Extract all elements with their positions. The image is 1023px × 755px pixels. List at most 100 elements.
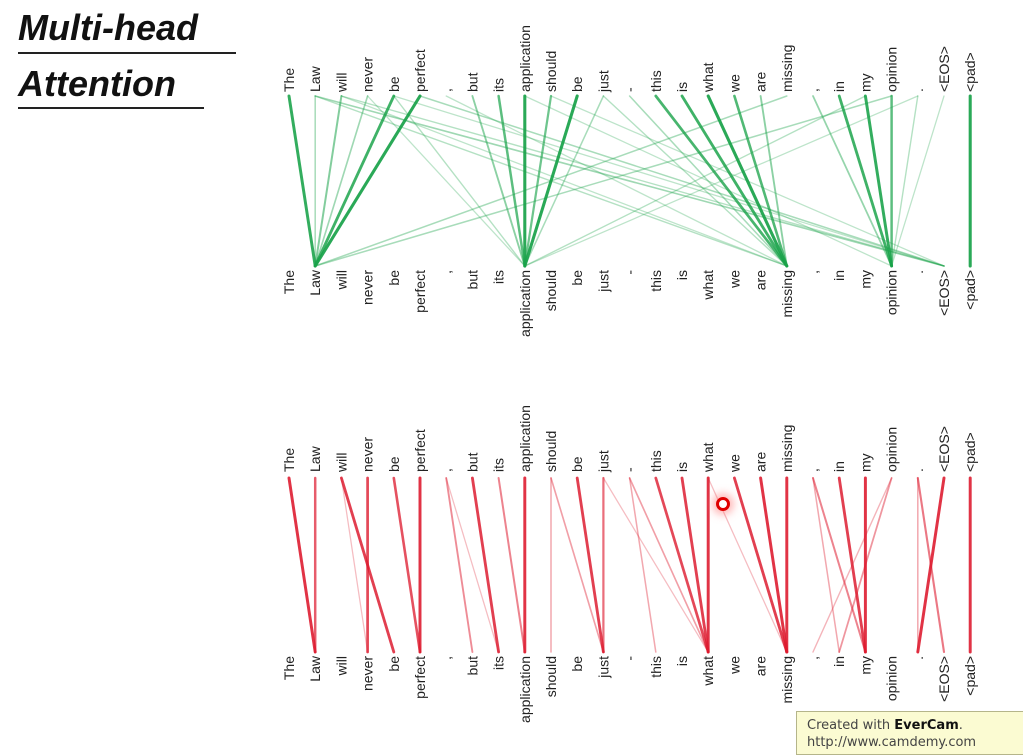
head1-target-token: its: [491, 270, 507, 284]
head1-attention-line: [287, 94, 317, 268]
head1-source-token: in: [831, 81, 847, 92]
head1-attention-line: [314, 95, 788, 267]
head2-attention-line: [680, 476, 710, 654]
title-line-2: Attention: [18, 63, 176, 104]
head1-source-token: but: [464, 72, 480, 92]
head2-target-token: <pad>: [962, 656, 978, 696]
head1-attention-line: [393, 95, 526, 267]
head2-attention-line: [812, 477, 893, 653]
head1-source-token: <pad>: [962, 52, 978, 92]
head1-target-token: Law: [307, 269, 323, 296]
head2-target-token: are: [753, 656, 769, 676]
head2-target-token: opinion: [884, 656, 900, 701]
head1-target-token: be: [569, 270, 585, 286]
head1-attention-line: [314, 95, 893, 267]
head2-attention-line: [392, 476, 422, 654]
head1-attention-line: [863, 94, 894, 268]
head2-source-token: ,: [805, 468, 821, 472]
head1-source-token: is: [674, 82, 690, 92]
head1-attention-line: [524, 95, 919, 267]
head1-attention-line: [524, 95, 605, 267]
head2-target-token: Law: [307, 655, 323, 682]
head1-attention-line: [314, 95, 945, 267]
head2-source-token: but: [464, 452, 480, 472]
head1-attention-line: [654, 94, 789, 268]
head2-attention-line: [497, 477, 526, 653]
head1-source-token: will: [333, 73, 349, 93]
head2-target-token: is: [674, 656, 690, 666]
head2-source-token: perfect: [412, 429, 428, 472]
head2-source-token: will: [333, 453, 349, 473]
head1-source-token: be: [386, 76, 402, 92]
cursor-highlight-icon: [716, 497, 730, 511]
head2-source-token: ,: [438, 468, 454, 472]
watermark-created-suffix: .: [958, 718, 963, 733]
head2-attention-line: [287, 476, 317, 654]
head1-target-token: we: [726, 270, 742, 289]
head1-attention-line: [602, 95, 788, 267]
head1-attention-line: [314, 95, 343, 267]
head1-target-token: what: [700, 270, 716, 301]
head2-source-token: are: [753, 452, 769, 472]
head2-target-token: perfect: [412, 656, 428, 699]
head2-target-token: just: [595, 656, 611, 679]
title-underline-2: [18, 107, 204, 109]
head1-source-token: be: [569, 76, 585, 92]
head1-target-token: but: [464, 270, 480, 290]
head1-attention-line: [419, 95, 945, 267]
head1-attention-line: [890, 95, 945, 267]
head2-source-token: should: [543, 431, 559, 472]
head1-attention-line: [706, 94, 789, 268]
head1-target-token: missing: [779, 270, 795, 317]
head2-attention-line: [340, 477, 369, 653]
head1-source-token: opinion: [884, 47, 900, 92]
head1-attention-line: [733, 94, 789, 268]
watermark-brand: EverCam: [894, 718, 959, 733]
head2-target-token: ,: [805, 656, 821, 660]
head2-source-token: opinion: [884, 427, 900, 472]
head1-target-token: is: [674, 270, 690, 280]
head1-target-token: this: [648, 270, 664, 292]
title-underline-1: [18, 52, 236, 54]
head1-source-token: we: [726, 74, 742, 93]
head2-attention-line: [602, 477, 709, 653]
head2-attention-line: [445, 477, 500, 653]
head2-attention-line: [550, 477, 605, 653]
head1-source-token: ,: [438, 88, 454, 92]
head1-target-token: ,: [805, 270, 821, 274]
head1-source-token: this: [648, 70, 664, 92]
head2-source-token: be: [386, 456, 402, 472]
head2-source-token: Law: [307, 445, 323, 472]
head2-attention-lines: [287, 476, 972, 654]
head1-attention-line: [471, 95, 526, 267]
head2-target-token: never: [360, 656, 376, 691]
head2-target-token: in: [831, 656, 847, 667]
title-line-1: Multi-head: [18, 7, 198, 48]
head1-target-token: are: [753, 270, 769, 290]
head1-attention-line: [524, 95, 893, 267]
head1-attention-line: [366, 95, 526, 267]
head2-source-token: missing: [779, 425, 795, 472]
head1-target-token: .: [910, 270, 926, 274]
head2-target-token: should: [543, 656, 559, 697]
head2-attention-line: [470, 476, 501, 654]
head2-source-token: <EOS>: [936, 426, 952, 472]
head2-target-token: my: [857, 656, 873, 675]
head2-source-token: my: [857, 453, 873, 472]
watermark-created-prefix: Created with: [807, 718, 895, 733]
head1-target-token: will: [333, 270, 349, 290]
head1-target-token: -: [622, 270, 638, 275]
head2-attention-line: [759, 476, 789, 654]
head1-source-token: its: [491, 78, 507, 92]
head2-attention-line: [812, 477, 867, 653]
head1-attention-line: [313, 94, 422, 268]
head2-target-token: be: [569, 656, 585, 672]
head1-attention-line: [812, 95, 893, 267]
head1-target-token: <EOS>: [936, 270, 952, 316]
head1-attention-line: [340, 95, 788, 267]
head2-source-token: just: [595, 450, 611, 473]
head2-target-token: The: [281, 656, 297, 680]
head1-attention-line: [313, 94, 396, 268]
head1-source-token: .: [910, 88, 926, 92]
